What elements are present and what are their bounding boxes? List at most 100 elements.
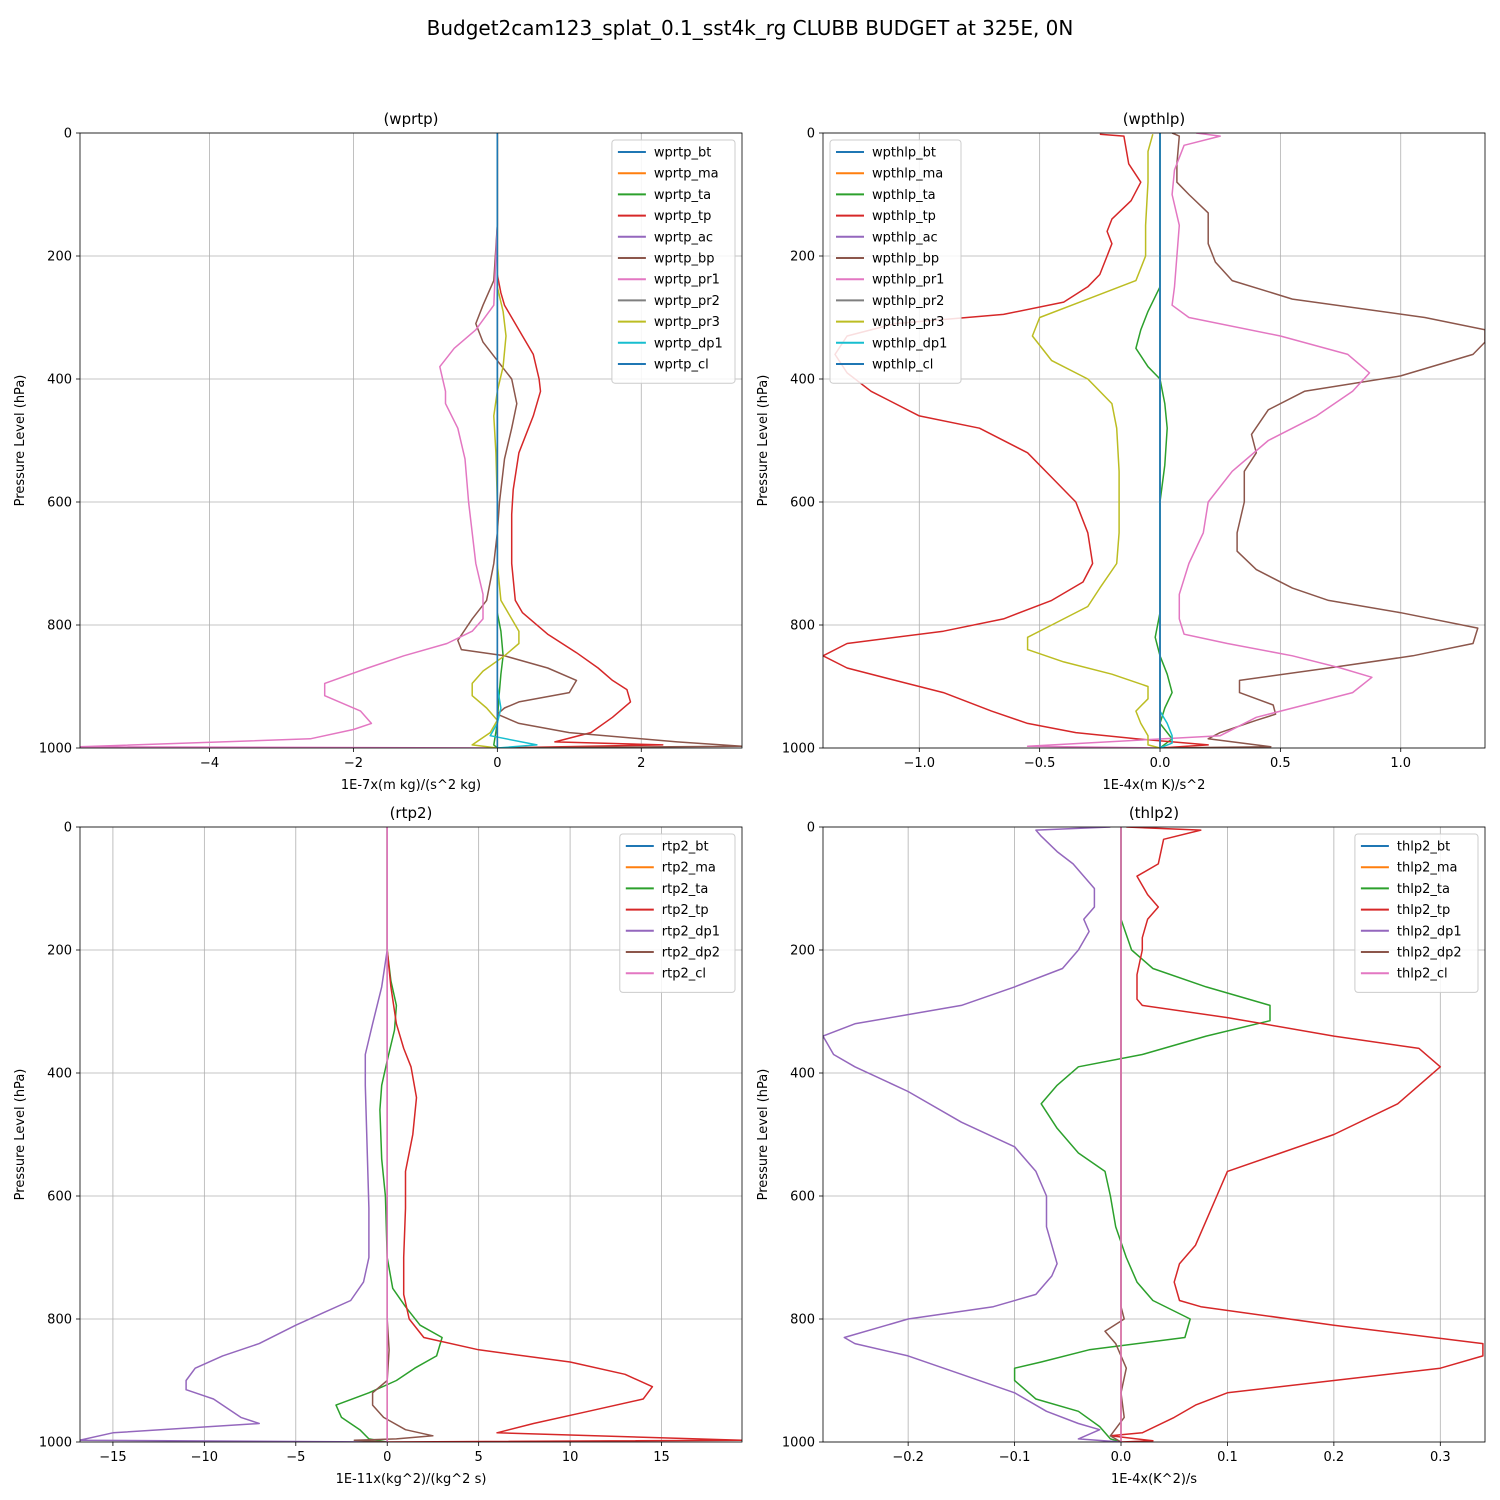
legend: thlp2_bt thlp2_ma thlp2_ta thlp2_tp thlp2_dp… [1354,833,1479,993]
legend-entry: wpthlp_ma [872,167,943,182]
x-axis-label: 1E-7x(m kg)/(s^2 kg) [341,778,481,793]
x-tick-label: 0.1 [1217,1450,1238,1465]
legend-entry: thlp2_ta [1397,882,1450,897]
legend-entry: wpthlp_pr1 [872,273,944,288]
legend-entry: rtp2_dp2 [662,946,720,961]
y-tick-label: 800 [47,1313,72,1328]
subplot-title: (wpthlp) [1123,110,1186,128]
legend-entry: thlp2_cl [1397,967,1448,982]
legend-entry: wprtp_pr2 [654,294,720,309]
subplot-title: (rtp2) [390,804,433,822]
y-tick-label: 400 [790,373,815,388]
x-tick-label: −2 [344,756,363,771]
x-tick-label: −0.2 [892,1450,924,1465]
y-axis-label: Pressure Level (hPa) [13,375,28,507]
x-tick-label: 5 [475,1450,483,1465]
series-line-wpthlp_tp [823,133,1209,748]
legend-entry: rtp2_tp [662,903,709,918]
y-tick-label: 800 [47,619,72,634]
legend-entry: thlp2_bt [1397,840,1450,855]
x-tick-label: −5 [286,1450,305,1465]
legend-entry: rtp2_ta [662,882,709,897]
legend-entry: wpthlp_cl [872,358,933,373]
legend: rtp2_bt rtp2_ma rtp2_ta rtp2_tp rtp2_dp1 rtp2… [619,833,736,993]
legend-entry: wprtp_ac [654,230,713,245]
y-tick-label: 200 [47,944,72,959]
x-tick-label: 15 [653,1450,670,1465]
series-line-thlp2_dp1 [823,827,1122,1442]
y-tick-label: 400 [47,1067,72,1082]
y-axis-label: Pressure Level (hPa) [13,1069,28,1201]
legend-entry: wpthlp_bt [872,146,936,161]
y-tick-label: 0 [807,821,815,836]
y-tick-label: 600 [790,496,815,511]
legend-entry: wpthlp_ta [872,188,936,203]
x-axis-label: 1E-4x(K^2)/s [1111,1472,1197,1487]
legend-entry: wpthlp_bp [872,252,939,267]
series-line-wprtp_tp [496,133,664,748]
legend-entry: rtp2_cl [662,967,706,982]
series-line-rtp2_dp2 [353,827,434,1442]
legend-entry: rtp2_ma [662,861,716,876]
x-tick-label: 10 [562,1450,579,1465]
x-tick-label: 0 [493,756,501,771]
x-tick-label: −15 [99,1450,126,1465]
x-tick-label: −0.1 [999,1450,1031,1465]
series-line-thlp2_dp2 [1104,827,1128,1442]
y-tick-label: 1000 [782,742,815,757]
series-line-wpthlp_pr1 [1026,133,1373,748]
y-tick-label: 600 [790,1190,815,1205]
y-tick-label: 200 [790,944,815,959]
x-tick-label: 1.0 [1390,756,1411,771]
y-tick-label: 800 [790,619,815,634]
legend-entry: wpthlp_pr2 [872,294,944,309]
legend-entry: thlp2_ma [1397,861,1458,876]
y-tick-label: 0 [64,127,72,142]
legend: wprtp_bt wprtp_ma wprtp_ta wprtp_tp wprtp_ac… [611,139,736,384]
y-tick-label: 800 [790,1313,815,1328]
y-tick-label: 0 [64,821,72,836]
axes-frame [822,826,1486,1443]
series-line-wprtp_ta [493,133,504,748]
subplot-title: (wprtp) [383,110,438,128]
y-tick-label: 400 [47,373,72,388]
axes-frame [79,826,743,1443]
subplot-3: −0.2 −0.1 0.0 0.1 0.2 0.3 0 200 400 600 800 1000 (th… [756,804,1486,1487]
y-axis-label: Pressure Level (hPa) [756,1069,771,1201]
series-line-wpthlp_bp [1159,133,1485,748]
y-tick-label: 1000 [782,1436,815,1451]
x-tick-label: −1.0 [904,756,936,771]
x-tick-label: −10 [191,1450,218,1465]
series-line-thlp2_tp [1109,827,1484,1442]
legend-entry: wpthlp_dp1 [872,336,947,351]
legend-entry: thlp2_tp [1397,903,1450,918]
series-line-wpthlp_pr3 [1026,133,1161,748]
y-tick-label: 1000 [39,742,72,757]
series-line-rtp2_dp1 [80,827,388,1442]
axes-frame [79,132,743,749]
y-tick-label: 600 [47,1190,72,1205]
x-axis-label: 1E-11x(kg^2)/(kg^2 s) [336,1472,487,1487]
x-tick-label: −0.5 [1024,756,1056,771]
series-line-wpthlp_ta [1135,133,1173,748]
legend-entry: thlp2_dp2 [1397,946,1462,961]
subplot-0: −4 −2 0 2 0 200 400 600 800 1000 (wprtp) 1E-7x(m kg… [13,110,743,793]
legend-entry: wprtp_pr3 [654,315,720,330]
y-tick-label: 200 [790,250,815,265]
series-line-rtp2_tp [386,827,742,1442]
y-axis-label: Pressure Level (hPa) [756,375,771,507]
y-tick-label: 0 [807,127,815,142]
subplot-1: −1.0 −0.5 0.0 0.5 1.0 0 200 400 600 800 1000 (wpthl… [756,110,1486,793]
subplot-2: −15 −10 −5 0 5 10 15 0 200 400 600 800 1000 (rtp2) 1E-… [13,804,743,1487]
y-tick-label: 1000 [39,1436,72,1451]
x-tick-label: 0.5 [1270,756,1291,771]
legend-entry: wprtp_bp [654,252,715,267]
x-tick-label: 0.2 [1324,1450,1345,1465]
y-tick-label: 600 [47,496,72,511]
legend-entry: wprtp_tp [654,209,711,224]
legend-entry: wprtp_bt [654,146,711,161]
x-tick-label: −4 [200,756,219,771]
legend-entry: wprtp_cl [654,358,709,373]
series-line-wprtp_bp [457,133,742,748]
